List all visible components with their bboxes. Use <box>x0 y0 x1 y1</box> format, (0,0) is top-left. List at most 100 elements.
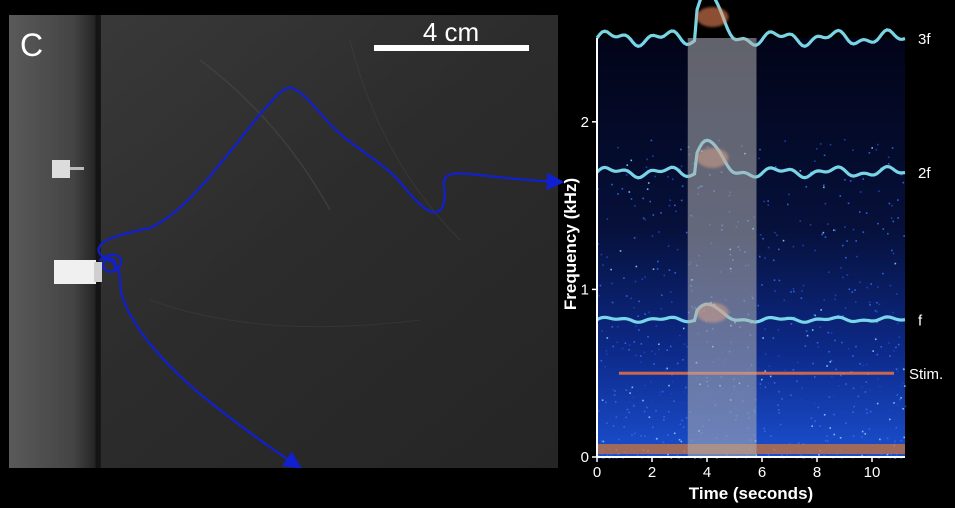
noise-dot <box>666 349 668 351</box>
noise-dot <box>845 422 847 425</box>
noise-dot <box>764 353 767 355</box>
noise-dot <box>826 440 829 443</box>
noise-dot <box>827 420 830 423</box>
noise-dot <box>764 257 766 259</box>
noise-dot <box>759 234 762 236</box>
noise-dot <box>642 399 644 402</box>
noise-dot <box>897 343 900 346</box>
noise-dot <box>857 395 860 398</box>
noise-dot <box>660 307 663 310</box>
noise-dot <box>767 246 770 249</box>
noise-dot <box>601 330 604 332</box>
noise-dot <box>786 453 788 456</box>
noise-dot <box>793 454 796 456</box>
noise-dot <box>805 330 808 332</box>
noise-dot <box>633 306 635 309</box>
noise-dot <box>604 426 607 429</box>
noise-dot <box>604 365 606 368</box>
noise-dot <box>599 284 602 287</box>
noise-dot <box>893 349 895 352</box>
noise-dot <box>641 278 644 281</box>
noise-dot <box>762 419 764 422</box>
noise-dot <box>755 406 758 409</box>
noise-dot <box>680 440 683 443</box>
noise-dot <box>820 417 822 420</box>
noise-dot <box>671 380 674 383</box>
noise-dot <box>669 345 672 348</box>
noise-dot <box>846 274 849 276</box>
highlight-window <box>687 38 757 457</box>
noise-dot <box>813 376 816 378</box>
noise-dot <box>617 438 620 441</box>
noise-dot <box>855 240 857 242</box>
noise-dot <box>855 345 857 348</box>
noise-dot <box>653 363 655 365</box>
noise-dot <box>862 178 865 180</box>
noise-dot <box>605 401 607 404</box>
noise-dot <box>874 338 877 341</box>
noise-dot <box>635 354 638 357</box>
noise-dot <box>851 291 854 293</box>
noise-dot <box>880 453 883 456</box>
noise-dot <box>804 345 807 347</box>
noise-dot <box>886 437 889 440</box>
noise-dot <box>614 390 616 392</box>
noise-dot <box>763 200 765 203</box>
noise-dot <box>876 301 878 304</box>
noise-dot <box>658 391 661 393</box>
noise-dot <box>633 237 636 239</box>
noise-dot <box>895 453 898 456</box>
noise-dot <box>638 300 640 303</box>
noise-dot <box>761 284 763 286</box>
axes: 0 2 4 6 8 10 0 1 2 <box>581 38 905 481</box>
noise-dot <box>631 386 634 389</box>
noise-dot <box>774 231 776 234</box>
noise-dot <box>832 413 834 416</box>
noise-dot <box>778 409 780 411</box>
noise-dot <box>809 224 812 226</box>
noise-dot <box>820 309 823 311</box>
noise-dot <box>658 231 660 233</box>
noise-dot <box>652 214 655 216</box>
noise-dot <box>875 148 878 151</box>
noise-dot <box>890 217 893 219</box>
noise-dot <box>686 434 689 437</box>
noise-dot <box>842 315 844 317</box>
noise-dot <box>679 334 681 337</box>
noise-dot <box>868 152 871 154</box>
noise-dot <box>761 378 763 381</box>
noise-dot <box>669 442 671 444</box>
scale-bar <box>374 45 529 51</box>
noise-dot <box>661 390 664 393</box>
noise-dot <box>903 368 905 371</box>
noise-dot <box>877 143 879 146</box>
noise-dot <box>602 440 605 443</box>
noise-dot <box>826 223 829 225</box>
noise-dot <box>763 430 766 433</box>
noise-dot <box>770 431 773 434</box>
noise-dot <box>621 187 624 190</box>
noise-dot <box>600 253 603 256</box>
noise-dot <box>826 435 828 437</box>
noise-dot <box>674 440 677 443</box>
noise-dot <box>628 401 631 403</box>
noise-dot <box>623 426 625 428</box>
noise-dot <box>845 256 847 259</box>
noise-dot <box>888 415 890 418</box>
noise-dot <box>784 140 786 142</box>
noise-dot <box>761 442 764 444</box>
noise-dot <box>597 409 600 412</box>
noise-dot <box>904 405 907 408</box>
noise-dot <box>625 174 628 176</box>
band-label-f: f <box>918 313 923 330</box>
noise-dot <box>671 178 674 180</box>
noise-dot <box>817 346 820 348</box>
speaker-device <box>54 260 102 284</box>
panel-label: C <box>20 27 43 63</box>
noise-dot <box>784 369 787 372</box>
noise-dot <box>823 413 826 416</box>
noise-dot <box>900 385 902 387</box>
noise-dot <box>860 386 863 388</box>
noise-dot <box>869 410 872 413</box>
noise-dot <box>685 432 688 434</box>
